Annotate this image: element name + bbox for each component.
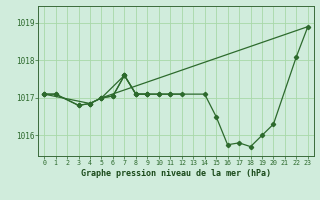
X-axis label: Graphe pression niveau de la mer (hPa): Graphe pression niveau de la mer (hPa)	[81, 169, 271, 178]
